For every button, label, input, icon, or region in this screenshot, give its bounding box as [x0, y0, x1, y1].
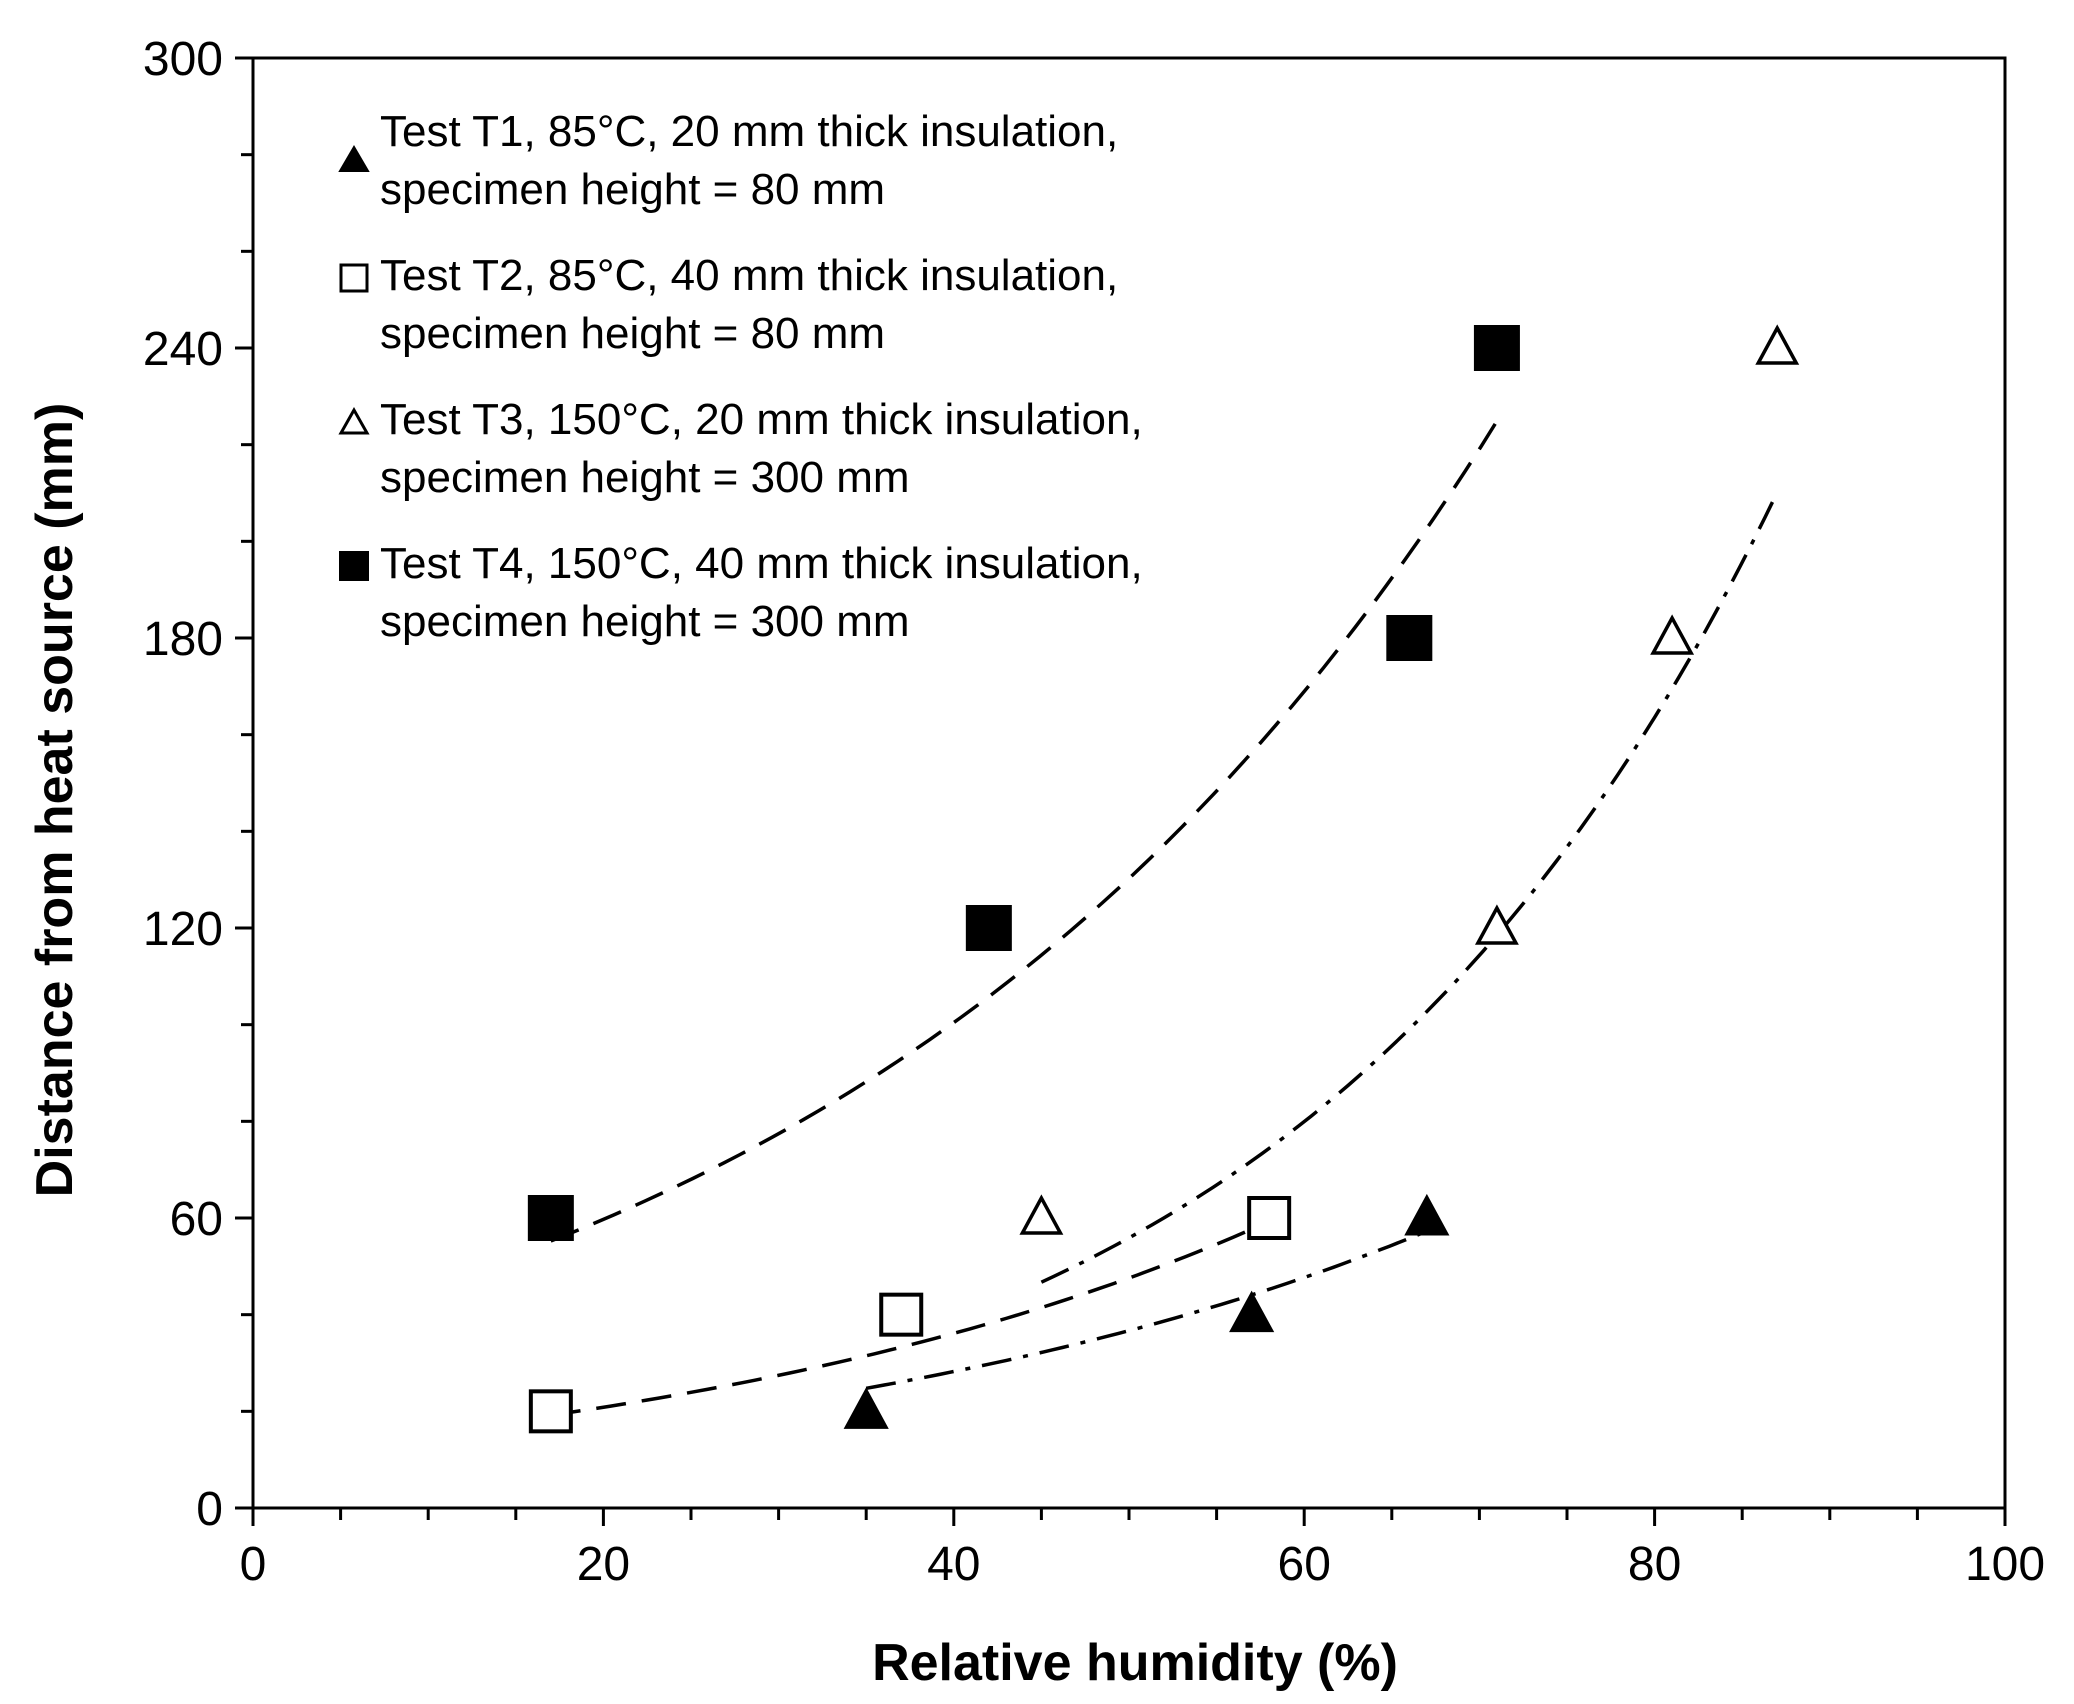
legend-marker-t4: [339, 551, 369, 581]
point-t1: [1229, 1290, 1275, 1333]
x-tick-label: 0: [240, 1538, 267, 1591]
x-tick-label: 40: [927, 1538, 980, 1591]
point-t4: [1473, 325, 1520, 371]
legend-label-t1-line1: Test T1, 85°C, 20 mm thick insulation,: [380, 107, 1118, 156]
y-tick-label: 240: [143, 323, 223, 376]
legend-marker-t1: [338, 145, 370, 172]
x-tick-label: 100: [1965, 1538, 2045, 1591]
point-t2: [528, 1389, 573, 1434]
point-t3: [1650, 614, 1695, 655]
x-tick-label: 60: [1278, 1538, 1331, 1591]
legend-entry-t4: Test T4, 150°C, 40 mm thick insulation, …: [339, 539, 1143, 646]
point-t2: [1247, 1196, 1292, 1240]
legend-entry-t1: Test T1, 85°C, 20 mm thick insulation, s…: [338, 107, 1118, 214]
data-points: [527, 324, 1800, 1434]
legend-label-t4-line2: specimen height = 300 mm: [380, 597, 910, 646]
legend-entry-t3: Test T3, 150°C, 20 mm thick insulation, …: [338, 395, 1143, 502]
point-t1: [1404, 1193, 1450, 1236]
y-tick-label: 120: [143, 903, 223, 956]
y-tick-label: 300: [143, 33, 223, 86]
trendlines: [550, 420, 1779, 1417]
legend-marker-t2: [339, 263, 369, 293]
point-t4: [527, 1195, 574, 1241]
legend-label-t1-line2: specimen height = 80 mm: [380, 165, 885, 214]
point-t3: [1019, 1194, 1064, 1235]
point-t3: [1474, 904, 1519, 945]
point-t1: [843, 1387, 889, 1429]
point-t2: [879, 1292, 924, 1337]
legend-marker-t3: [338, 406, 370, 435]
trendline-t1: [865, 1229, 1428, 1391]
legend-label-t3-line1: Test T3, 150°C, 20 mm thick insulation,: [380, 395, 1143, 444]
y-tick-label: 0: [196, 1483, 223, 1536]
y-tick-label: 180: [143, 613, 223, 666]
x-tick-label: 80: [1628, 1538, 1681, 1591]
point-t4: [965, 905, 1012, 951]
x-tick-label: 20: [577, 1538, 630, 1591]
legend-label-t3-line2: specimen height = 300 mm: [380, 453, 910, 502]
legend-entry-t2: Test T2, 85°C, 40 mm thick insulation, s…: [339, 251, 1118, 358]
x-axis-title: Relative humidity (%): [872, 1634, 1398, 1692]
legend: Test T1, 85°C, 20 mm thick insulation, s…: [338, 107, 1143, 646]
legend-label-t2-line1: Test T2, 85°C, 40 mm thick insulation,: [380, 251, 1118, 300]
y-tick-label: 60: [170, 1193, 223, 1246]
point-t4: [1386, 615, 1433, 661]
axes: 0 20 40 60 80 100 0 60 120 180 240 300: [143, 33, 2045, 1591]
trendline-t3: [1040, 491, 1779, 1284]
legend-label-t2-line2: specimen height = 80 mm: [380, 309, 885, 358]
point-t3: [1755, 324, 1800, 365]
trendline-t2: [550, 1219, 1270, 1417]
y-axis-title: Distance from heat source (mm): [26, 403, 84, 1198]
legend-label-t4-line1: Test T4, 150°C, 40 mm thick insulation,: [380, 539, 1143, 588]
